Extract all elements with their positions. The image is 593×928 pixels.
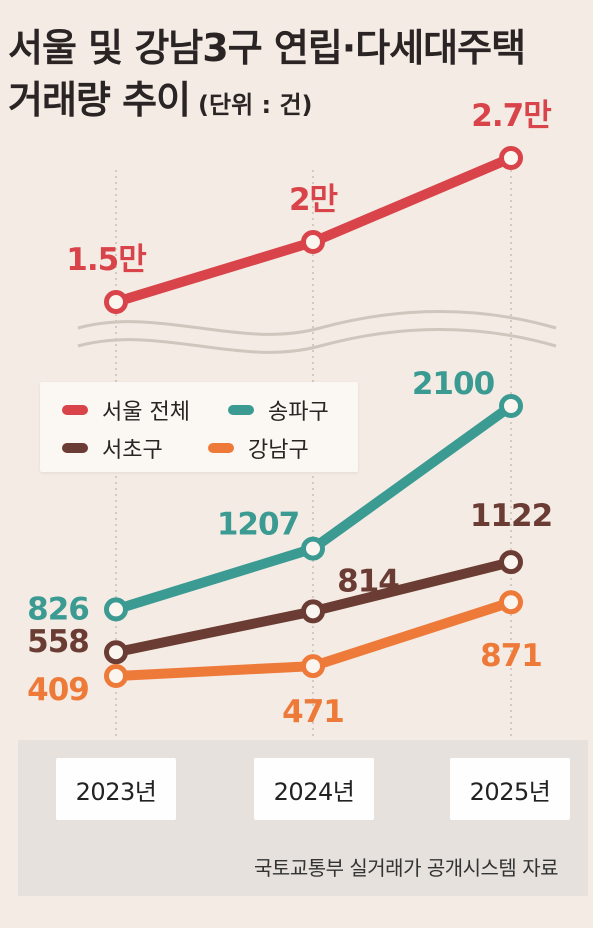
chart-title: 서울 및 강남3구 연립·다세대주택 거래량 추이 (단위 : 건): [8, 22, 568, 131]
legend-label-gangnam: 강남구: [248, 438, 309, 463]
point-seocho-2: [499, 550, 523, 575]
axis-break-lower: [77, 328, 557, 354]
line-chart: 1.5만 2만 2.7만 826 1207 2100 558 814 1122 409 471 871: [27, 98, 557, 740]
data-label-songpa-2: 2100: [412, 366, 495, 402]
point-gangnam-1: [301, 654, 325, 679]
point-seoul-2: [499, 146, 523, 170]
title-line-1: 서울 및 강남3구 연립·다세대주택: [8, 26, 526, 70]
data-label-seocho-0: 558: [27, 624, 89, 660]
legend-item-seocho: 서초구: [62, 432, 163, 464]
title-line-2: 거래량 추이: [8, 78, 191, 122]
point-seocho-0: [104, 640, 128, 665]
point-songpa-0: [104, 597, 128, 622]
legend-item-gangnam: 강남구: [208, 432, 309, 464]
legend-label-seoul: 서울 전체: [102, 400, 190, 425]
point-seoul-0: [104, 290, 128, 314]
point-seoul-1: [301, 230, 325, 254]
data-label-seocho-2: 1122: [470, 498, 552, 534]
x-tick-2025: 2025년: [450, 758, 570, 820]
legend-item-songpa: 송파구: [228, 394, 329, 426]
x-axis-panel: 2023년 2024년 2025년 국토교통부 실거래가 공개시스템 자료: [18, 740, 588, 896]
data-label-gangnam-2: 871: [480, 638, 542, 674]
point-gangnam-0: [104, 664, 128, 688]
data-label-gangnam-1: 471: [282, 694, 344, 730]
point-songpa-2: [499, 394, 523, 418]
legend-label-songpa: 송파구: [268, 400, 329, 425]
point-gangnam-2: [499, 590, 523, 615]
source-note: 국토교통부 실거래가 공개시스템 자료: [254, 856, 558, 880]
legend-swatch-songpa: [228, 405, 254, 415]
legend-swatch-gangnam: [208, 443, 234, 453]
axis-break-upper: [77, 310, 557, 336]
data-label-seoul-1: 2만: [289, 182, 338, 218]
unit-label: (단위 : 건): [198, 91, 313, 119]
data-label-seoul-0: 1.5만: [66, 242, 146, 278]
data-label-songpa-0: 826: [27, 591, 89, 627]
data-label-songpa-1: 1207: [217, 507, 299, 543]
data-label-seoul-2: 2.7만: [471, 98, 551, 134]
data-label-seocho-1: 814: [337, 563, 399, 599]
x-tick-2024: 2024년: [254, 758, 374, 820]
legend: 서울 전체 송파구 서초구 강남구: [40, 382, 358, 472]
legend-label-seocho: 서초구: [102, 438, 163, 463]
x-tick-2023: 2023년: [56, 758, 176, 820]
legend-swatch-seocho: [62, 443, 88, 453]
legend-item-seoul: 서울 전체: [62, 394, 190, 426]
legend-swatch-seoul: [62, 405, 88, 415]
point-seocho-1: [301, 599, 325, 624]
data-label-gangnam-0: 409: [27, 672, 89, 708]
point-songpa-1: [301, 536, 325, 561]
